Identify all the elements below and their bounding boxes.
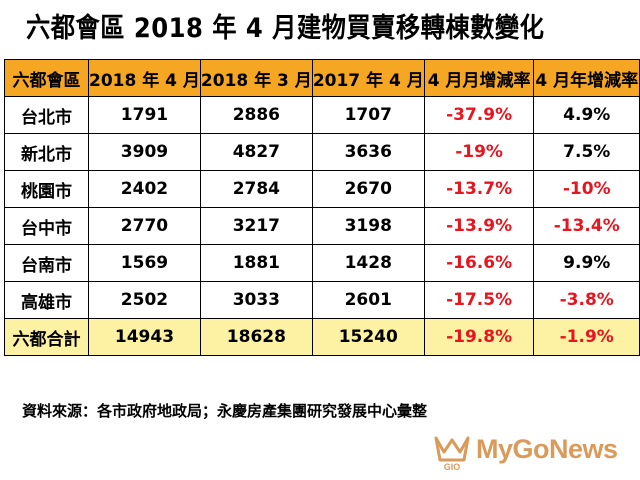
mom-rate-cell: -19.8% [423,318,535,356]
page-title: 六都會區 2018 年 4 月建物買賣移轉棟數變化 [26,13,545,44]
source-note: 資料來源：各市政府地政局；永慶房產集團研究發展中心彙整 [22,402,428,420]
mom-rate-cell: -19% [423,133,535,171]
yoy-rate-cell: 7.5% [533,133,640,171]
apr-2018-cell: 3909 [88,133,201,171]
mar-2018-cell: 3217 [199,207,313,245]
table-row: 台中市 2770 3217 3198 -13.9% -13.4% [4,207,640,245]
mar-2018-cell: 18628 [199,318,313,356]
apr-2018-cell: 2770 [88,207,201,245]
apr-2018-cell: 1791 [88,96,201,134]
header-mom-rate: 4 月月增減率 [423,59,535,97]
yoy-rate-cell: 4.9% [533,96,640,134]
mygonews-logo-icon: GIO [434,436,470,472]
apr-2017-cell: 3636 [311,133,425,171]
table-row: 台南市 1569 1881 1428 -16.6% 9.9% [4,244,640,282]
city-cell: 六都合計 [4,318,89,356]
apr-2018-cell: 2502 [88,281,201,319]
header-mar-2018: 2018 年 3 月 [199,59,313,97]
header-apr-2018: 2018 年 4 月 [88,59,201,97]
mar-2018-cell: 3033 [199,281,313,319]
watermark-brand: MyGoNews [476,434,618,464]
mar-2018-cell: 2784 [199,170,313,208]
yoy-rate-cell: -10% [533,170,640,208]
mar-2018-cell: 2886 [199,96,313,134]
city-cell: 高雄市 [4,281,89,319]
header-yoy-rate: 4 月年增減率 [533,59,640,97]
yoy-rate-cell: -13.4% [533,207,640,245]
watermark: GIO MyGoNews [428,428,638,476]
mar-2018-cell: 4827 [199,133,313,171]
apr-2018-cell: 2402 [88,170,201,208]
header-apr-2017: 2017 年 4 月 [311,59,425,97]
apr-2017-cell: 15240 [311,318,425,356]
city-cell: 桃園市 [4,170,89,208]
table-row: 台北市 1791 2886 1707 -37.9% 4.9% [4,96,640,134]
city-cell: 台北市 [4,96,89,134]
city-cell: 新北市 [4,133,89,171]
apr-2017-cell: 1428 [311,244,425,282]
apr-2017-cell: 2670 [311,170,425,208]
mom-rate-cell: -17.5% [423,281,535,319]
table-row: 新北市 3909 4827 3636 -19% 7.5% [4,133,640,171]
table-total-row: 六都合計 14943 18628 15240 -19.8% -1.9% [4,318,640,356]
apr-2017-cell: 3198 [311,207,425,245]
apr-2017-cell: 2601 [311,281,425,319]
yoy-rate-cell: -1.9% [533,318,640,356]
city-cell: 台南市 [4,244,89,282]
mom-rate-cell: -16.6% [423,244,535,282]
transfer-table: 六都會區 2018 年 4 月 2018 年 3 月 2017 年 4 月 4 … [4,59,640,356]
yoy-rate-cell: 9.9% [533,244,640,282]
logo-text: GIO [444,462,461,472]
header-city: 六都會區 [4,59,89,97]
apr-2018-cell: 1569 [88,244,201,282]
table-row: 桃園市 2402 2784 2670 -13.7% -10% [4,170,640,208]
mom-rate-cell: -37.9% [423,96,535,134]
table-header-row: 六都會區 2018 年 4 月 2018 年 3 月 2017 年 4 月 4 … [4,59,640,97]
yoy-rate-cell: -3.8% [533,281,640,319]
mar-2018-cell: 1881 [199,244,313,282]
apr-2017-cell: 1707 [311,96,425,134]
mom-rate-cell: -13.7% [423,170,535,208]
table-row: 高雄市 2502 3033 2601 -17.5% -3.8% [4,281,640,319]
mom-rate-cell: -13.9% [423,207,535,245]
apr-2018-cell: 14943 [88,318,201,356]
city-cell: 台中市 [4,207,89,245]
